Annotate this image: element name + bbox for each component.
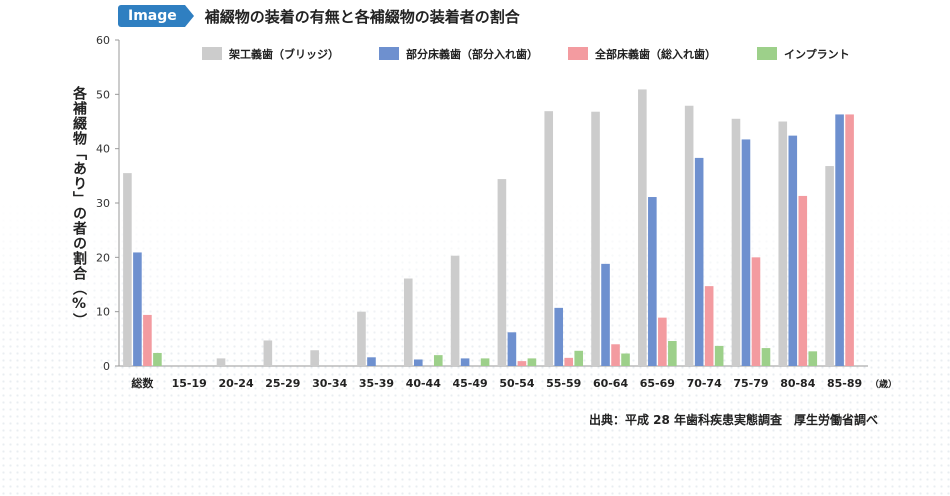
y-tick-label: 50 [96, 88, 110, 101]
x-tick-label: 75-79 [733, 377, 768, 390]
x-tick-label: 20-24 [218, 377, 254, 390]
legend-label: インプラント [784, 47, 850, 61]
y-tick-label: 60 [96, 34, 110, 47]
bar-1 [591, 111, 600, 366]
legend-swatch [757, 47, 777, 60]
bar-4 [480, 358, 490, 366]
bar-4 [761, 348, 771, 366]
bar-3 [564, 357, 574, 366]
bar-1 [778, 121, 788, 366]
bar-2 [741, 139, 751, 366]
x-tick-label: 65-69 [640, 377, 675, 390]
bar-1 [497, 179, 507, 366]
bar-1 [731, 118, 741, 367]
bar-2 [460, 358, 470, 366]
bar-3 [658, 317, 667, 366]
bar-1 [544, 111, 554, 366]
x-tick-label: 55-59 [546, 377, 581, 390]
bar-1 [263, 340, 273, 366]
legend-swatch [568, 47, 588, 60]
bar-3 [751, 257, 761, 366]
bar-2 [694, 157, 704, 366]
bar-1 [216, 358, 226, 366]
y-tick-label: 40 [96, 143, 110, 156]
bar-3 [143, 314, 152, 366]
bar-2 [601, 263, 610, 366]
legend-swatch [202, 47, 222, 60]
image-badge: Image [118, 5, 194, 27]
x-tick-label: 25-29 [265, 377, 300, 390]
bar-2 [835, 114, 844, 366]
bar-4 [574, 350, 584, 366]
chart-header: Image 補綴物の装着の有無と各補綴物の装着者の割合 [118, 5, 520, 27]
bar-2 [788, 135, 798, 366]
legend-label: 部分床義歯（部分入れ歯） [406, 47, 538, 61]
x-tick-label: 15-19 [172, 377, 207, 390]
bar-2 [507, 332, 517, 366]
legend-label: 全部床義歯（総入れ歯） [594, 47, 716, 61]
bar-3 [845, 114, 854, 366]
bar-3 [798, 195, 808, 366]
x-tick-label: 85-89 [827, 377, 862, 390]
x-tick-label: 35-39 [359, 377, 394, 390]
x-axis-unit: （歳） [870, 378, 897, 390]
bar-chart: 0 10 20 30 40 50 60 総数 15-19 20-24 25-29 30-34 35-39… [96, 34, 897, 390]
bar-4 [433, 355, 443, 366]
bar-2 [367, 357, 376, 366]
y-tick-label: 10 [96, 306, 110, 319]
bar-2 [413, 359, 423, 366]
bar-1 [450, 255, 460, 366]
bar-3 [517, 361, 527, 366]
x-tick-label: 60-64 [593, 377, 629, 390]
y-tick-label: 0 [103, 360, 110, 373]
bar-2 [133, 252, 142, 366]
legend-label: 架工義歯（ブリッジ） [228, 47, 339, 61]
bar-4 [808, 351, 818, 366]
source-note: 出典：平成 28 年歯科疾患実態調査 厚生労働省調べ [588, 413, 878, 427]
x-tick-label: 総数 [131, 376, 154, 390]
x-tick-label: 45-49 [453, 377, 488, 390]
x-tick-label: 70-74 [687, 377, 723, 390]
bar-4 [153, 352, 162, 366]
bar-1 [123, 173, 132, 366]
x-tick-label: 40-44 [406, 377, 442, 390]
bar-2 [554, 307, 564, 366]
x-tick-label: 50-54 [499, 377, 535, 390]
x-tick-label: 80-84 [780, 377, 816, 390]
bar-1 [357, 311, 366, 366]
bar-1 [684, 105, 694, 366]
bar-1 [310, 350, 319, 366]
bar-1 [403, 278, 413, 366]
y-tick-label: 20 [96, 251, 110, 264]
bar-4 [527, 358, 537, 366]
y-axis-label: 各補綴物「あり」の者の割合（%） [71, 86, 87, 328]
chart-title: 補綴物の装着の有無と各補綴物の装着者の割合 [204, 7, 520, 26]
bar-4 [621, 353, 630, 366]
bar-4 [714, 345, 724, 366]
bar-1 [638, 89, 647, 367]
y-tick-label: 30 [96, 197, 110, 210]
bar-3 [611, 344, 620, 366]
legend-swatch [379, 47, 399, 60]
bar-3 [704, 286, 714, 366]
bar-4 [668, 341, 677, 366]
bar-2 [648, 197, 657, 366]
x-tick-label: 30-34 [312, 377, 348, 390]
bar-1 [825, 166, 834, 366]
